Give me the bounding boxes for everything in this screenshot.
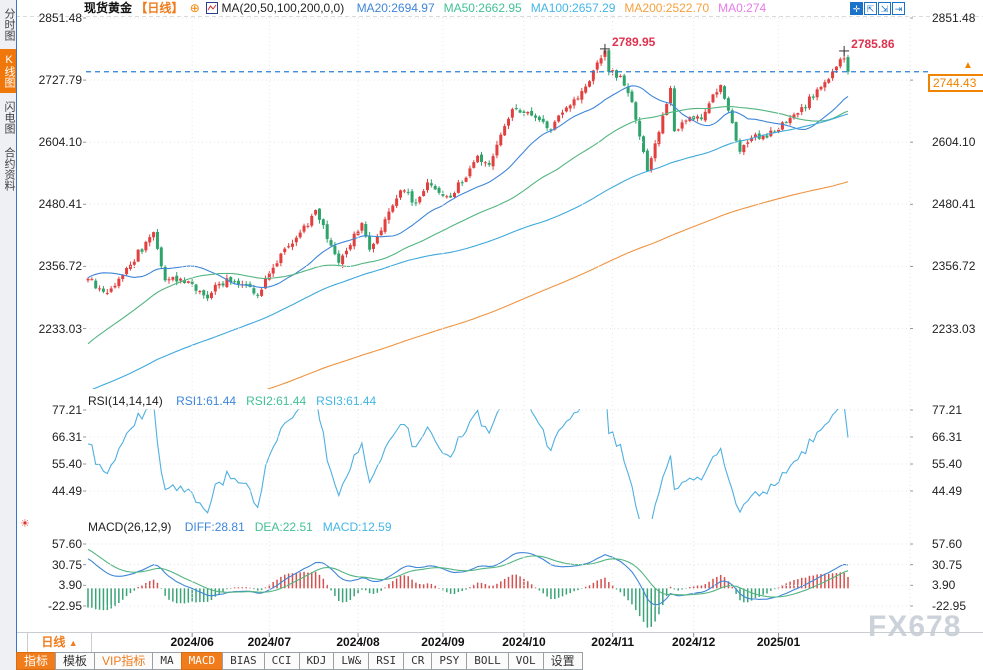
timeline-row: 日线 ▲ 2024/06 2024/07 2024/08 2024/09 2024/10… [16,632,983,653]
toolbar-tab-MACD[interactable]: MACD [180,652,224,670]
axis-tick-label: 55.40 [932,456,963,471]
axis-tick-label: 2480.41 [932,197,976,212]
rsi-settings-label[interactable]: RSI(14,14,14) [88,394,163,408]
instrument-title: 现货黄金 [84,1,133,15]
axis-tick-label: 2851.48 [932,11,976,25]
period-label: 【日线】 [135,1,184,15]
fit-right-icon[interactable]: ⇲ [878,2,891,15]
toolbar-tab-BIAS[interactable]: BIAS [222,652,265,670]
ma-value-label: MA100:2657.29 [530,1,616,15]
ma-values: MA20:2694.97 MA50:2662.95 MA100:2657.29 MA2… [348,1,767,15]
axis-tick-label: 30.75 [51,557,82,572]
indicator-value-label: RSI1:61.44 [176,394,237,408]
current-price-box: 2744.43 [928,74,983,92]
toolbar-tab-模板[interactable]: 模板 [55,652,96,670]
sidebar-tab-1[interactable]: 分时图 [3,8,15,41]
axis-tick-label: -22.95 [47,599,82,613]
toolbar-tab-VOL[interactable]: VOL [507,652,544,670]
toolbar-tab-KDJ[interactable]: KDJ [298,652,335,670]
pan-crosshair-icon[interactable]: ✛ [850,2,863,15]
period-selector[interactable]: 日线 ▲ [27,633,92,653]
axis-tick-label: -22.95 [932,599,967,613]
date-axis-label: 2024/06 [170,635,214,649]
axis-tick-label: 2356.72 [38,259,82,274]
axis-tick-label: 2356.72 [932,259,976,274]
toolbar-tab-设置[interactable]: 设置 [542,652,583,670]
axis-tick-label: 2604.10 [932,135,976,150]
date-axis-label: 2024/10 [502,635,546,649]
date-axis-label: 2024/11 [591,635,635,649]
toolbar-tab-PSY[interactable]: PSY [431,652,468,670]
price-up-arrow-icon: ▲ [963,60,973,71]
axis-tick-label: 3.90 [932,578,956,593]
sidebar-tab-3[interactable]: 闪电图 [3,101,15,134]
indicator-value-label: MACD:12.59 [322,520,392,534]
rsi-header: RSI(14,14,14) RSI1:61.44 RSI2:61.44 RSI3:6… [88,394,376,408]
sidebar-tab-4[interactable]: 合约资料 [3,147,15,191]
indicator-value-label: RSI3:61.44 [316,394,377,408]
ma-settings-label[interactable]: MA(20,50,100,200,0,0) [221,1,345,15]
macd-settings-icon[interactable]: ☀ [20,518,30,530]
indicator-value-label: DEA:22.51 [254,520,313,534]
axis-tick-label: 57.60 [932,537,963,551]
axis-tick-label: 57.60 [51,537,82,551]
ma-value-label: MA20:2694.97 [356,1,435,15]
toolbar-tab-CR[interactable]: CR [403,652,433,670]
axis-tick-label: 2727.79 [38,73,82,88]
macd-header: MACD(26,12,9) DIFF:28.81 DEA:22.51 MACD:12… [88,520,392,534]
date-axis-label: 2024/09 [421,635,465,649]
toolbar-tab-MA[interactable]: MA [152,652,182,670]
date-axis-label: 2025/01 [756,635,801,649]
toolbar-tab-LW&[interactable]: LW& [333,652,370,670]
axis-tick-label: 77.21 [51,403,82,417]
axis-tick-label: 2480.41 [38,197,82,212]
ma-value-label: MA0:274 [718,1,767,15]
peak-price-marker: 2789.95 [611,34,656,49]
axis-tick-label: 66.31 [932,429,963,444]
peak-price-marker: 2785.86 [851,36,895,51]
axis-tick-label: 2851.48 [38,11,82,25]
indicator-toolbar: 指标 模板 VIP指标 MA MACD BIAS CCI KDJ LW& RSI CR PSY BOLL… [16,652,583,670]
axis-tick-label: 66.31 [51,429,82,444]
axis-tick-label: 3.90 [58,578,82,593]
chart-plot-area[interactable] [0,0,983,652]
date-axis-label: 2024/07 [247,635,291,649]
chart-header: 现货黄金 【日线】 ⊕ MA(20,50,100,200,0,0) MA20:2… [84,0,766,17]
fit-left-icon[interactable]: ⇱ [864,2,877,15]
date-axis-label: 2024/08 [336,635,380,649]
toolbar-tab-CCI[interactable]: CCI [263,652,300,670]
shift-right-icon[interactable]: ⇥ [892,2,905,15]
period-dropdown-arrow-icon: ▲ [68,638,78,648]
ma-value-label: MA200:2522.70 [624,1,710,15]
toolbar-tab-VIP指标[interactable]: VIP指标 [94,652,154,670]
toolbar-tab-指标[interactable]: 指标 [16,652,57,670]
macd-settings-label[interactable]: MACD(26,12,9) [88,520,172,534]
sidebar-tab-2[interactable]: K线图 [0,49,16,93]
rsi-values: RSI1:61.44 RSI2:61.44 RSI3:61.44 [166,394,376,408]
indicator-value-label: RSI2:61.44 [246,394,307,408]
date-axis-label: 2024/12 [671,635,716,649]
toolbar-tab-RSI[interactable]: RSI [368,652,405,670]
chart-toolbar-icons: ✛ ⇱ ⇲ ⇥ [850,2,905,15]
axis-tick-label: 44.49 [51,484,82,498]
watermark: FX678 [868,610,962,643]
expand-plus-icon[interactable]: ⊕ [189,1,200,15]
indicator-value-label: DIFF:28.81 [184,520,245,534]
axis-tick-label: 2604.10 [38,135,82,150]
axis-tick-label: 55.40 [51,456,82,471]
macd-values: DIFF:28.81 DEA:22.51 MACD:12.59 [175,520,392,534]
axis-tick-label: 30.75 [932,557,963,572]
axis-tick-label: 77.21 [932,403,963,417]
left-tab-sidebar: 分时图 K线图闪电图合约资料 [0,0,17,670]
ma-value-label: MA50:2662.95 [443,1,522,15]
axis-tick-label: 2233.03 [932,321,976,336]
chart-type-icon[interactable] [206,2,219,14]
axis-tick-label: 44.49 [932,484,963,498]
axis-tick-label: 2233.03 [38,321,82,336]
toolbar-tab-BOLL[interactable]: BOLL [466,652,509,670]
